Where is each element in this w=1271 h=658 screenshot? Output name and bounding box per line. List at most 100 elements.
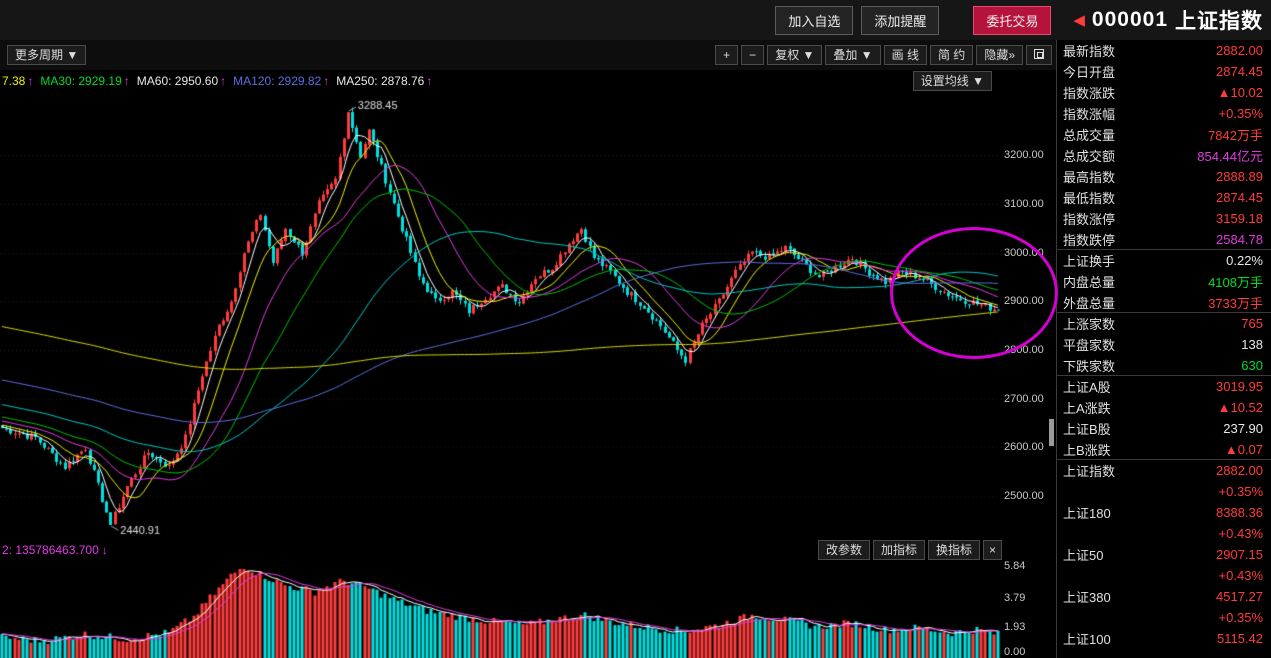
stat-label: 今日开盘 <box>1063 65 1116 80</box>
stat-label: 上证380 <box>1063 590 1111 605</box>
main-chart-pane: 3200.00 3100.00 3000.00 2900.00 2800.00 2700.… <box>0 92 1056 540</box>
stat-label: 上证B股 <box>1063 422 1111 437</box>
close-indicator-button[interactable]: × <box>982 540 1002 560</box>
stat-label: 上证换手 <box>1063 254 1116 269</box>
chart-scrollbar-thumb[interactable] <box>1049 419 1054 446</box>
add-alert-button[interactable]: 添加提醒 <box>861 5 940 35</box>
sidebar-stat-row: 上A涨跌 ▲10.52 <box>1057 397 1271 418</box>
sidebar-stat-row: 最低指数 2874.45 <box>1057 187 1271 208</box>
ma-label: MA120: 2929.82 <box>233 74 322 88</box>
sidebar-stat-row: 指数涨停 3159.18 <box>1057 208 1271 229</box>
sidebar-index-row[interactable]: +0.35% <box>1057 481 1271 502</box>
change-params-button[interactable]: 改参数 <box>817 540 870 560</box>
stat-label: 上证180 <box>1063 506 1111 521</box>
sidebar-index-row[interactable]: 上证50 2907.15 <box>1057 544 1271 565</box>
sidebar-index-row[interactable]: 上证380 4517.27 <box>1057 586 1271 607</box>
add-indicator-button[interactable]: 加指标 <box>872 540 925 560</box>
sidebar-index-row[interactable]: 上证100 5115.42 <box>1057 628 1271 649</box>
stat-value: 5115.42 <box>1216 631 1263 646</box>
sidebar-stat-row: 今日开盘 2874.45 <box>1057 61 1271 82</box>
simple-mode-button[interactable]: 简 约 <box>929 45 974 65</box>
ma-indicator-row: 7.38 ↑ MA30: 2929.19 ↑ MA60: 2950.60 ↑ MA120… <box>0 70 1056 92</box>
sidebar-index-row[interactable]: +0.43% <box>1057 523 1271 544</box>
sidebar-stat-row: 上B涨跌 ▲0.07 <box>1057 439 1271 460</box>
sidebar-index-row[interactable]: +0.35% <box>1057 607 1271 628</box>
stat-label: 内盘总量 <box>1063 275 1116 290</box>
stat-value: 4108万手 <box>1208 275 1263 290</box>
sidebar-stat-row: 指数涨跌 ▲10.02 <box>1057 82 1271 103</box>
stat-value: 138 <box>1241 337 1263 352</box>
sidebar-stat-row: 最新指数 2882.00 <box>1057 40 1271 61</box>
sidebar-stat-row: 上证B股 237.90 <box>1057 418 1271 439</box>
ma-label: MA60: 2950.60 <box>136 74 219 88</box>
stat-value: 0.22% <box>1226 253 1263 268</box>
stat-label: 上证指数 <box>1063 464 1116 479</box>
stat-value: 3159.18 <box>1216 211 1263 226</box>
ma-label: MA30: 2929.19 <box>40 74 122 88</box>
adjust-price-dropdown[interactable]: 复权 ▼ <box>767 45 823 65</box>
price-axis-label: 2800.00 <box>1004 344 1044 357</box>
volume-chart[interactable] <box>0 560 1048 658</box>
draw-line-button[interactable]: 画 线 <box>883 45 927 65</box>
stat-value: 237.90 <box>1223 421 1263 436</box>
sidebar-stat-row: 下跌家数 630 <box>1057 355 1271 376</box>
sidebar-index-row[interactable]: 上证指数 2882.00 <box>1057 460 1271 481</box>
sidebar-index-row[interactable]: +0.43% <box>1057 565 1271 586</box>
up-arrow-icon: ↑ <box>27 74 34 88</box>
stock-code: 000001 <box>1091 8 1168 31</box>
volume-axis-label: 1.93 <box>1004 621 1026 634</box>
stock-title: ◀ 000001 上证指数 <box>1073 5 1263 35</box>
stat-value: ▲10.52 <box>1217 400 1263 415</box>
zoom-in-button[interactable]: + <box>715 45 739 65</box>
sidebar-stat-row: 平盘家数 138 <box>1057 334 1271 355</box>
stat-value: 3019.95 <box>1216 379 1263 394</box>
trade-button[interactable]: 委托交易 <box>973 5 1052 35</box>
up-arrow-icon: ↑ <box>123 74 130 88</box>
more-periods-button[interactable]: 更多周期 ▼ <box>7 45 87 65</box>
overlay-dropdown[interactable]: 叠加 ▼ <box>825 45 881 65</box>
stat-label: 指数跌停 <box>1063 232 1116 248</box>
sidebar-stat-row: 外盘总量 3733万手 <box>1057 292 1271 313</box>
stat-value: +0.35% <box>1218 610 1263 625</box>
candlestick-chart[interactable] <box>0 92 1048 540</box>
ma-label: MA250: 2878.76 <box>336 74 425 88</box>
sidebar-rows: 最新指数 2882.00 今日开盘 2874.45 指数涨跌 ▲10.02 指数涨幅 +0.3… <box>1057 40 1271 649</box>
stat-value: ▲0.07 <box>1224 441 1263 457</box>
sidebar-stat-row: 最高指数 2888.89 <box>1057 166 1271 187</box>
volume-axis-label: 0.00 <box>1004 646 1026 658</box>
vol-buttons: 改参数 加指标 换指标 <box>815 540 980 560</box>
stat-value: +0.43% <box>1218 526 1263 541</box>
stat-label: 最新指数 <box>1063 44 1116 59</box>
price-axis-label: 2500.00 <box>1004 490 1044 503</box>
sidebar-stat-row: 总成交量 7842万手 <box>1057 124 1271 145</box>
zoom-out-button[interactable]: − <box>741 45 765 65</box>
sidebar-stat-row: 指数跌停 2584.78 <box>1057 229 1271 250</box>
back-icon[interactable]: ◀ <box>1073 12 1085 29</box>
stat-value: 8388.36 <box>1216 505 1263 520</box>
stat-value: 2882.00 <box>1216 463 1263 478</box>
volume-indicator-label: 2: 135786463.700 <box>2 543 99 557</box>
up-arrow-icon: ↑ <box>426 74 433 88</box>
stat-label: 平盘家数 <box>1063 338 1116 353</box>
stat-value: +0.35% <box>1218 106 1263 121</box>
price-axis-label: 3100.00 <box>1004 198 1044 210</box>
sidebar-index-row[interactable]: 上证180 8388.36 <box>1057 502 1271 523</box>
stat-value: 2907.15 <box>1216 547 1263 562</box>
stat-label: 上B涨跌 <box>1063 442 1111 458</box>
stat-label: 上涨家数 <box>1063 317 1116 332</box>
chart-toolbar: 更多周期 ▼ + − 复权 ▼ 叠加 ▼ 画 线 简 约 隐藏» <box>0 40 1056 70</box>
sidebar-stat-row: 上证A股 3019.95 <box>1057 376 1271 397</box>
hide-button[interactable]: 隐藏» <box>976 45 1023 65</box>
volume-axis-label: 5.84 <box>1004 560 1026 572</box>
add-watchlist-button[interactable]: 加入自选 <box>775 5 854 35</box>
fullscreen-button[interactable] <box>1026 45 1052 65</box>
stat-value: 2874.45 <box>1216 190 1263 205</box>
switch-indicator-button[interactable]: 换指标 <box>927 540 980 560</box>
set-ma-button[interactable]: 设置均线 ▼ <box>912 71 992 91</box>
price-axis-label: 2700.00 <box>1004 392 1044 405</box>
volume-pane: 5.84 3.79 1.93 0.00 <box>0 560 1056 658</box>
stat-value: 2584.78 <box>1216 231 1263 247</box>
stat-label: 下跌家数 <box>1063 358 1116 374</box>
stat-label: 上证A股 <box>1063 380 1111 395</box>
